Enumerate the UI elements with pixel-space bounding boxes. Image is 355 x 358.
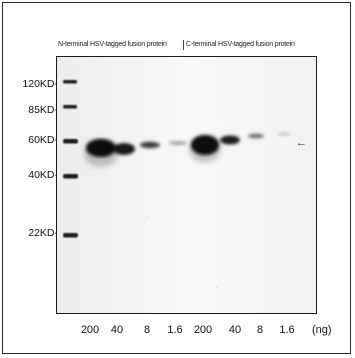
band-n-40 — [113, 143, 135, 155]
band-c-8 — [248, 133, 264, 139]
ladder-lane — [63, 80, 78, 238]
band-c-200 — [191, 135, 219, 155]
blot-bands — [57, 57, 316, 313]
n-terminal-lanes — [86, 139, 187, 157]
band-c-40 — [220, 135, 240, 145]
target-band-arrow-icon: ← — [296, 137, 307, 149]
c-terminal-header: C-terminal HSV-tagged fusion protein — [186, 41, 295, 48]
ladder-band — [63, 174, 78, 179]
lane-label-c-200: 200 — [193, 324, 213, 336]
western-blot-image — [56, 56, 317, 314]
marker-label-60kd: 60KD- — [28, 134, 58, 146]
lane-label-c-40: 40 — [228, 324, 242, 336]
lane-label-c-8: 8 — [256, 324, 264, 336]
band-n-8 — [140, 141, 160, 149]
lane-label-c-1-6: 1.6 — [279, 324, 295, 336]
c-terminal-lanes — [191, 132, 291, 155]
marker-label-40kd: 40KD- — [28, 169, 58, 181]
n-terminal-header: N-terminal HSV-tagged fusion protein — [58, 41, 167, 48]
band-c-1-6 — [277, 132, 291, 136]
band-n-200 — [86, 139, 116, 157]
lane-label-n-40: 40 — [110, 324, 124, 336]
lane-label-n-200: 200 — [80, 324, 100, 336]
lane-label-n-8: 8 — [143, 324, 151, 336]
ladder-band — [63, 139, 78, 144]
marker-label-85kd: 85KD- — [28, 104, 58, 116]
marker-label-22kd: 22KD- — [28, 227, 58, 239]
header-divider — [183, 40, 184, 50]
marker-label-120kd: 120KD- — [22, 78, 58, 90]
ladder-band — [63, 80, 77, 84]
lane-label-n-1-6: 1.6 — [167, 324, 183, 336]
unit-label: (ng) — [312, 324, 332, 336]
ladder-band — [63, 105, 77, 109]
band-n-1-6 — [169, 141, 187, 145]
ladder-band — [63, 233, 78, 238]
